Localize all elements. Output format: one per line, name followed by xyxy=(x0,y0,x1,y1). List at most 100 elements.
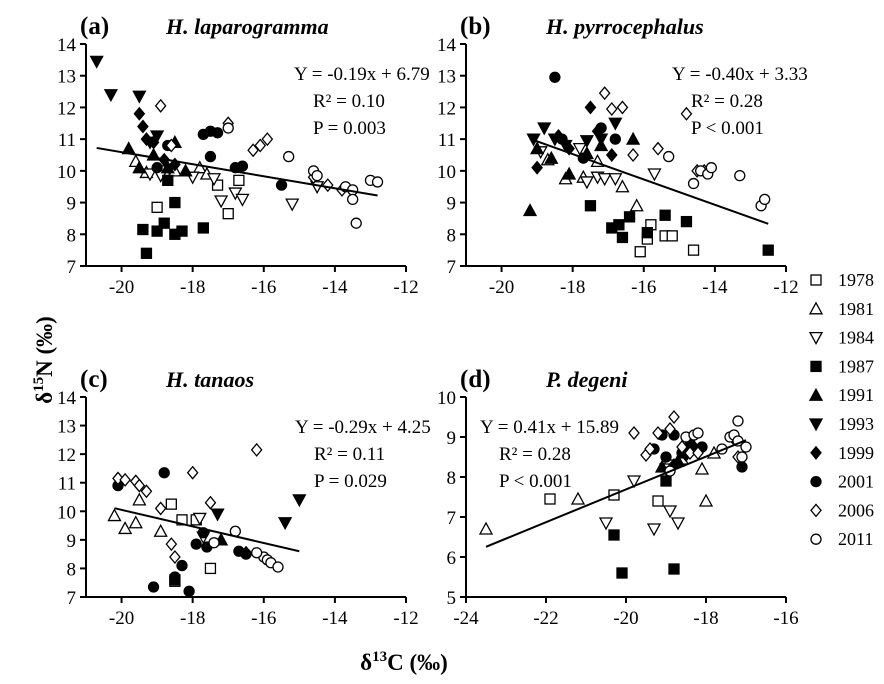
point-2001 xyxy=(204,150,217,163)
legend-label: 1984 xyxy=(838,328,874,348)
point-2006 xyxy=(664,421,676,437)
x-tick-label: -12 xyxy=(393,608,418,629)
y-tick-label: 7 xyxy=(67,588,77,609)
legend-item-1999: 1999 xyxy=(810,443,874,463)
panel-letter: (c) xyxy=(80,366,108,393)
point-2006 xyxy=(140,484,153,499)
point-1987 xyxy=(623,211,636,223)
stat-line: P = 0.029 xyxy=(314,471,387,492)
point-1993 xyxy=(210,508,225,522)
x-tick-label: -16 xyxy=(251,608,276,629)
point-1991 xyxy=(562,166,577,180)
point-1987 xyxy=(197,222,209,234)
y-tick-label: 9 xyxy=(67,194,77,215)
points xyxy=(107,442,307,597)
legend-item-1984: 1984 xyxy=(808,328,874,348)
point-2006 xyxy=(165,537,178,552)
y-tick-label: 13 xyxy=(57,67,76,88)
y-tick-label: 11 xyxy=(438,130,456,151)
point-2011 xyxy=(311,169,323,182)
stat-line: P < 0.001 xyxy=(499,471,572,492)
points xyxy=(522,71,774,258)
y-tick-label: 7 xyxy=(67,257,77,278)
y-tick-label: 14 xyxy=(57,388,77,409)
point-2006 xyxy=(247,143,259,158)
legend-marker xyxy=(810,475,822,488)
point-1991 xyxy=(544,150,559,164)
y-tick-label: 10 xyxy=(437,388,456,409)
point-1981 xyxy=(192,160,207,174)
point-2006 xyxy=(680,106,693,121)
legend-label: 1993 xyxy=(838,414,874,434)
x-tick-label: -12 xyxy=(393,277,418,298)
point-2011 xyxy=(692,427,704,439)
legend-marker xyxy=(808,331,824,345)
point-2001 xyxy=(158,467,170,479)
point-2006 xyxy=(250,442,263,457)
y-tick-label: 8 xyxy=(67,225,77,246)
point-1987 xyxy=(151,225,163,237)
x-axis-label: δ13C (‰) xyxy=(360,649,448,675)
point-2011 xyxy=(740,441,752,453)
x-tick-label: -14 xyxy=(702,277,728,298)
point-2011 xyxy=(759,193,771,206)
legend-label: 1999 xyxy=(838,443,874,463)
point-2011 xyxy=(732,415,744,427)
point-2001 xyxy=(736,461,748,473)
point-1987 xyxy=(158,217,170,229)
point-1993 xyxy=(278,517,293,531)
panel-letter: (a) xyxy=(80,13,109,40)
point-2001 xyxy=(183,585,195,597)
point-2001 xyxy=(176,559,188,572)
x-tick-label: -20 xyxy=(109,277,134,298)
x-tick-label: -18 xyxy=(560,277,585,298)
point-2006 xyxy=(652,425,664,441)
point-2001 xyxy=(151,162,163,174)
point-1999 xyxy=(605,147,618,163)
y-tick-label: 14 xyxy=(57,35,77,56)
regression-line xyxy=(529,137,769,225)
panel-letter: (d) xyxy=(460,366,491,393)
point-1978 xyxy=(233,174,245,187)
point-1987 xyxy=(608,529,620,541)
point-2011 xyxy=(272,561,284,573)
point-2001 xyxy=(211,127,224,139)
point-2006 xyxy=(154,98,167,113)
point-1991 xyxy=(178,163,193,177)
y-tick-label: 12 xyxy=(57,445,76,466)
y-axis-label: δ15N (‰) xyxy=(31,316,57,404)
panel-title: H. tanaos xyxy=(165,367,254,392)
y-tick-label: 10 xyxy=(57,162,76,183)
point-2011 xyxy=(283,150,295,163)
point-2001 xyxy=(609,133,621,145)
point-1987 xyxy=(616,231,629,244)
point-2011 xyxy=(208,537,220,549)
point-2011 xyxy=(350,217,362,229)
point-2011 xyxy=(687,177,700,190)
point-1981 xyxy=(698,493,714,507)
point-2011 xyxy=(222,122,234,134)
point-2001 xyxy=(549,71,561,83)
point-1978 xyxy=(151,201,163,213)
stat-line: Y = -0.19x + 6.79 xyxy=(294,64,430,85)
legend-item-1991: 1991 xyxy=(808,385,874,405)
panel-title: P. degeni xyxy=(545,367,628,392)
point-1984 xyxy=(670,517,686,531)
point-1981 xyxy=(629,198,644,212)
point-2006 xyxy=(261,132,274,147)
y-tick-label: 9 xyxy=(447,428,457,449)
stat-line: P < 0.001 xyxy=(691,118,764,139)
y-tick-label: 13 xyxy=(57,417,76,438)
legend-item-1987: 1987 xyxy=(810,356,874,376)
stat-line: R² = 0.10 xyxy=(313,91,385,112)
legend-label: 1991 xyxy=(838,385,874,405)
y-tick-label: 12 xyxy=(437,98,456,119)
point-2006 xyxy=(165,138,178,153)
x-tick-label: -14 xyxy=(322,608,348,629)
x-tick-label: -14 xyxy=(322,277,348,298)
point-2006 xyxy=(684,445,696,461)
legend-marker xyxy=(810,445,822,460)
stat-line: R² = 0.28 xyxy=(499,444,571,465)
legend: 1978 1981 1984 1987 1991 1993 1999 2001 2006 2011 xyxy=(808,270,874,549)
